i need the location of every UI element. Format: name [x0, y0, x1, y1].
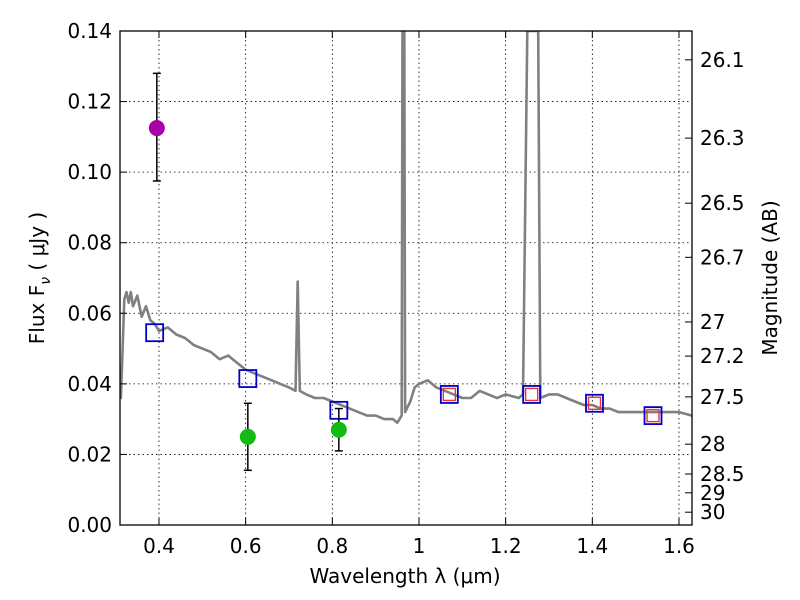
mag-tick-label: 26.5	[700, 191, 745, 215]
mag-tick-label: 27	[700, 310, 725, 334]
model-photometry-marker	[643, 406, 663, 426]
model-photometry-marker	[522, 385, 542, 404]
green-data-point	[239, 428, 256, 445]
x-tick-label: 0.4	[143, 534, 175, 558]
mag-tick-label: 27.2	[700, 344, 745, 368]
plot-frame	[119, 30, 693, 526]
model-photometry-marker	[439, 385, 459, 404]
x-tick-label: 0.6	[230, 534, 262, 558]
y-axis-label-unit: ( μJy )	[25, 212, 49, 277]
y-axis-label-main: Flux F	[25, 285, 49, 344]
mag-tick-label: 30	[700, 500, 725, 524]
mag-tick-label: 29	[700, 481, 725, 505]
observed-nir-marker	[587, 396, 602, 410]
y-tick-label: 0.08	[67, 231, 112, 255]
observed-nir-marker	[646, 408, 660, 423]
y-tick-label: 0.02	[67, 442, 112, 466]
y-tick-label: 0.04	[67, 372, 112, 396]
x-axis-label: Wavelength λ (μm)	[309, 564, 500, 588]
mag-tick-label: 26.3	[700, 126, 745, 150]
mag-tick-label: 28	[700, 432, 725, 456]
y-tick-label: 0.14	[67, 19, 112, 43]
x-tick-label: 1	[413, 534, 426, 558]
axis-ticks: 0.4 0.6 0.8 1 1.2 1.4 1.6 0.00 0.02 0.04 0.06 0.08 0…	[67, 19, 744, 558]
model-photometry-marker	[238, 369, 258, 388]
y-tick-label: 0.06	[67, 301, 112, 325]
observed-nir-marker	[442, 387, 457, 402]
x-tick-label: 1.6	[663, 534, 695, 558]
y-tick-label: 0.00	[67, 513, 112, 537]
green-data-point	[330, 421, 347, 438]
x-tick-label: 1.2	[490, 534, 522, 558]
model-photometry-marker	[585, 393, 604, 413]
y-tick-label: 0.12	[67, 90, 112, 114]
mag-tick-label: 27.5	[700, 385, 745, 409]
mag-tick-label: 26.1	[700, 48, 745, 72]
sed-model-line	[120, 31, 692, 424]
model-photometry-marker	[145, 323, 165, 343]
x-tick-label: 0.8	[316, 534, 348, 558]
y2-axis-label: Magnitude (AB)	[758, 200, 782, 355]
y-axis-label-subscript: ν	[38, 277, 54, 285]
observed-nir-marker	[524, 387, 539, 402]
plot-area	[120, 31, 692, 472]
y-tick-label: 0.10	[67, 160, 112, 184]
x-tick-label: 1.4	[576, 534, 608, 558]
magenta-data-point	[148, 120, 165, 137]
mag-tick-label: 26.7	[700, 245, 745, 269]
y-axis-label: Flux Fν ( μJy )	[25, 212, 54, 344]
mag-tick-label: 28.5	[700, 462, 745, 486]
